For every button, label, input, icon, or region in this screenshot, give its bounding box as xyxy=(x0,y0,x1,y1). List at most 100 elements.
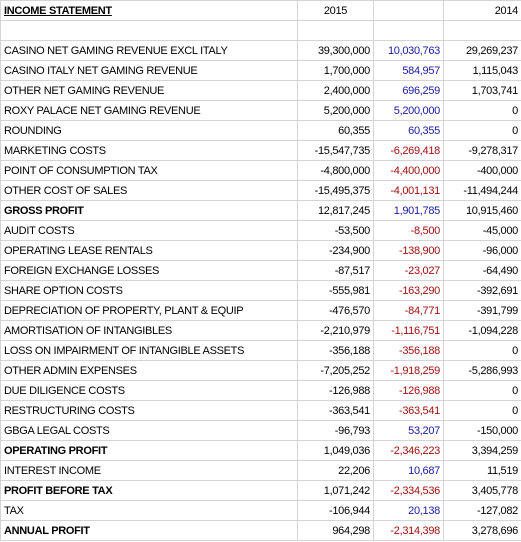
table-row: MARKETING COSTS -15,547,735 -6,269,418 -9,2… xyxy=(0,140,521,161)
table-row: DEPRECIATION OF PROPERTY, PLANT & EQUIP -… xyxy=(0,300,521,321)
table-row: CASINO ITALY NET GAMING REVENUE 1,700,000… xyxy=(0,60,521,81)
value-2015: -15,495,375 xyxy=(297,180,374,201)
row-label: OTHER NET GAMING REVENUE xyxy=(0,80,298,101)
year-cell: 2015 xyxy=(297,0,374,21)
value-diff: 20,138 xyxy=(373,500,444,521)
row-label: CASINO ITALY NET GAMING REVENUE xyxy=(0,60,298,81)
row-label: POINT OF CONSUMPTION TAX xyxy=(0,160,298,181)
value-diff: -163,290 xyxy=(373,280,444,301)
value-2015: -356,188 xyxy=(297,340,374,361)
row-label: GROSS PROFIT xyxy=(0,200,298,221)
value-2015: -363,541 xyxy=(297,400,374,421)
value-2015: -106,944 xyxy=(297,500,374,521)
row-label: OTHER COST OF SALES xyxy=(0,180,298,201)
empty-cell xyxy=(373,20,444,41)
table-row: ROXY PALACE NET GAMING REVENUE 5,200,000 5… xyxy=(0,100,521,121)
row-label: INTEREST INCOME xyxy=(0,460,298,481)
value-2015: 12,817,245 xyxy=(297,200,374,221)
table-row: GROSS PROFIT 12,817,245 1,901,785 10,915,46… xyxy=(0,200,521,221)
value-2015: -126,988 xyxy=(297,380,374,401)
empty-cell xyxy=(0,20,298,41)
value-2014: -11,494,244 xyxy=(443,180,521,201)
table-row: CASINO NET GAMING REVENUE EXCL ITALY 39,3… xyxy=(0,40,521,61)
row-label: RESTRUCTURING COSTS xyxy=(0,400,298,421)
header-row: INCOME STATEMENT 2015 2014 xyxy=(0,0,521,21)
empty-cell xyxy=(373,0,444,21)
value-2014: 0 xyxy=(443,380,521,401)
value-2014: 29,269,237 xyxy=(443,40,521,61)
value-diff: -2,346,223 xyxy=(373,440,444,461)
row-label: GBGA LEGAL COSTS xyxy=(0,420,298,441)
table-row: OTHER NET GAMING REVENUE 2,400,000 696,259… xyxy=(0,80,521,101)
value-diff: -23,027 xyxy=(373,260,444,281)
value-diff: 696,259 xyxy=(373,80,444,101)
value-diff: -1,918,259 xyxy=(373,360,444,381)
value-diff: -1,116,751 xyxy=(373,320,444,341)
value-2014: 0 xyxy=(443,120,521,141)
value-2015: 1,700,000 xyxy=(297,60,374,81)
row-label: DEPRECIATION OF PROPERTY, PLANT & EQUIP xyxy=(0,300,298,321)
value-diff: -8,500 xyxy=(373,220,444,241)
value-2015: 39,300,000 xyxy=(297,40,374,61)
value-2015: -87,517 xyxy=(297,260,374,281)
table-row: OTHER COST OF SALES -15,495,375 -4,001,131… xyxy=(0,180,521,201)
table-row: GBGA LEGAL COSTS -96,793 53,207 -150,000 xyxy=(0,420,521,441)
value-2014: 1,115,043 xyxy=(443,60,521,81)
value-2015: 964,298 xyxy=(297,520,374,541)
table-row: OTHER ADMIN EXPENSES -7,205,252 -1,918,259… xyxy=(0,360,521,381)
value-2014: -64,490 xyxy=(443,260,521,281)
table-row: INTEREST INCOME 22,206 10,687 11,519 xyxy=(0,460,521,481)
value-diff: 10,030,763 xyxy=(373,40,444,61)
value-2014: -392,691 xyxy=(443,280,521,301)
value-2014: 11,519 xyxy=(443,460,521,481)
value-diff: -4,001,131 xyxy=(373,180,444,201)
value-2014: 3,394,259 xyxy=(443,440,521,461)
value-2015: 2,400,000 xyxy=(297,80,374,101)
table-row: ROUNDING 60,355 60,355 0 xyxy=(0,120,521,141)
value-2015: -234,900 xyxy=(297,240,374,261)
row-label: SHARE OPTION COSTS xyxy=(0,280,298,301)
value-2014: -96,000 xyxy=(443,240,521,261)
value-2015: -15,547,735 xyxy=(297,140,374,161)
value-diff: 10,687 xyxy=(373,460,444,481)
value-2015: 60,355 xyxy=(297,120,374,141)
table-row: AMORTISATION OF INTANGIBLES -2,210,979 -1,… xyxy=(0,320,521,341)
row-label: DUE DILIGENCE COSTS xyxy=(0,380,298,401)
row-label: CASINO NET GAMING REVENUE EXCL ITALY xyxy=(0,40,298,61)
row-label: ANNUAL PROFIT xyxy=(0,520,298,541)
table-row: LOSS ON IMPAIRMENT OF INTANGIBLE ASSETS -… xyxy=(0,340,521,361)
value-2014: 0 xyxy=(443,400,521,421)
value-2014: -391,799 xyxy=(443,300,521,321)
table-row: AUDIT COSTS -53,500 -8,500 -45,000 xyxy=(0,220,521,241)
value-diff: -356,188 xyxy=(373,340,444,361)
value-2014: 3,278,696 xyxy=(443,520,521,541)
value-diff: -84,771 xyxy=(373,300,444,321)
value-2014: 3,405,778 xyxy=(443,480,521,501)
value-diff: -363,541 xyxy=(373,400,444,421)
value-diff: -6,269,418 xyxy=(373,140,444,161)
value-2014: -150,000 xyxy=(443,420,521,441)
table-row: OPERATING LEASE RENTALS -234,900 -138,900-… xyxy=(0,240,521,261)
value-2015: -96,793 xyxy=(297,420,374,441)
value-diff: 1,901,785 xyxy=(373,200,444,221)
row-label: MARKETING COSTS xyxy=(0,140,298,161)
value-diff: -2,314,398 xyxy=(373,520,444,541)
value-2015: -555,981 xyxy=(297,280,374,301)
value-2014: -400,000 xyxy=(443,160,521,181)
value-diff: -126,988 xyxy=(373,380,444,401)
value-2014: -9,278,317 xyxy=(443,140,521,161)
row-label: AMORTISATION OF INTANGIBLES xyxy=(0,320,298,341)
value-diff: -4,400,000 xyxy=(373,160,444,181)
title-cell: INCOME STATEMENT xyxy=(0,0,298,21)
year-cell: 2014 xyxy=(443,0,521,21)
table-row: TAX -106,944 20,138 -127,082 xyxy=(0,500,521,521)
value-2014: -1,094,228 xyxy=(443,320,521,341)
row-label: FOREIGN EXCHANGE LOSSES xyxy=(0,260,298,281)
value-2015: 5,200,000 xyxy=(297,100,374,121)
table-row: POINT OF CONSUMPTION TAX -4,800,000 -4,400… xyxy=(0,160,521,181)
row-label: ROUNDING xyxy=(0,120,298,141)
value-2015: -476,570 xyxy=(297,300,374,321)
value-2014: 1,703,741 xyxy=(443,80,521,101)
